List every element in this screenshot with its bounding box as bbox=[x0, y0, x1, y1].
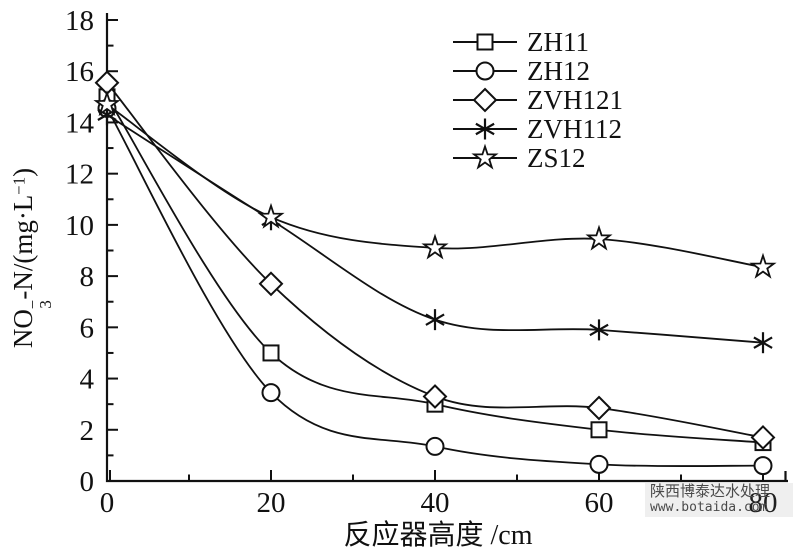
series-ZH12 bbox=[97, 98, 773, 476]
svg-text:6: 6 bbox=[80, 312, 95, 344]
svg-text:0: 0 bbox=[100, 487, 115, 519]
svg-text:80: 80 bbox=[749, 487, 778, 519]
svg-text:16: 16 bbox=[65, 56, 94, 88]
y-axis-tick-labels: 0 2 4 6 8 10 12 14 16 18 bbox=[65, 5, 95, 498]
y-axis-title: NO −3 -N/(mg·L−1) bbox=[8, 167, 55, 349]
svg-text:18: 18 bbox=[65, 5, 94, 37]
series-ZVH121 bbox=[94, 70, 776, 450]
tick-marks bbox=[107, 19, 764, 482]
svg-text:8: 8 bbox=[80, 261, 95, 293]
legend-label-ZH12: ZH12 bbox=[527, 56, 590, 86]
svg-text:0: 0 bbox=[80, 466, 95, 498]
svg-text:10: 10 bbox=[65, 210, 94, 242]
svg-text:14: 14 bbox=[65, 107, 95, 139]
legend-label-ZVH121: ZVH121 bbox=[527, 85, 623, 115]
axes bbox=[105, 13, 788, 483]
x-axis-title: 反应器高度 /cm bbox=[343, 520, 533, 549]
series-ZVH112 bbox=[97, 104, 773, 354]
watermark: 陕西博泰达水处理 www.botaida.com bbox=[645, 483, 793, 517]
watermark-company-text: 陕西博泰达水处理 bbox=[650, 483, 771, 500]
watermark-url-text: www.botaida.com bbox=[650, 499, 768, 515]
legend-item-ZH11: ZH11 bbox=[453, 27, 589, 57]
legend-item-ZVH112: ZVH112 bbox=[453, 114, 622, 144]
svg-text:12: 12 bbox=[65, 159, 94, 191]
x-axis-tick-labels: 0 20 40 60 80 bbox=[100, 487, 778, 519]
svg-text:4: 4 bbox=[80, 364, 95, 396]
legend-label-ZH11: ZH11 bbox=[527, 27, 589, 57]
svg-text:2: 2 bbox=[80, 415, 95, 447]
legend-item-ZH12: ZH12 bbox=[453, 56, 590, 86]
legend-item-ZS12: ZS12 bbox=[453, 143, 586, 173]
svg-text:40: 40 bbox=[421, 487, 450, 519]
legend-item-ZVH121: ZVH121 bbox=[453, 85, 623, 115]
legend-label-ZS12: ZS12 bbox=[527, 143, 586, 173]
legend-label-ZVH112: ZVH112 bbox=[527, 114, 622, 144]
svg-text:20: 20 bbox=[257, 487, 286, 519]
series-ZS12 bbox=[93, 90, 777, 279]
svg-text:60: 60 bbox=[585, 487, 614, 519]
